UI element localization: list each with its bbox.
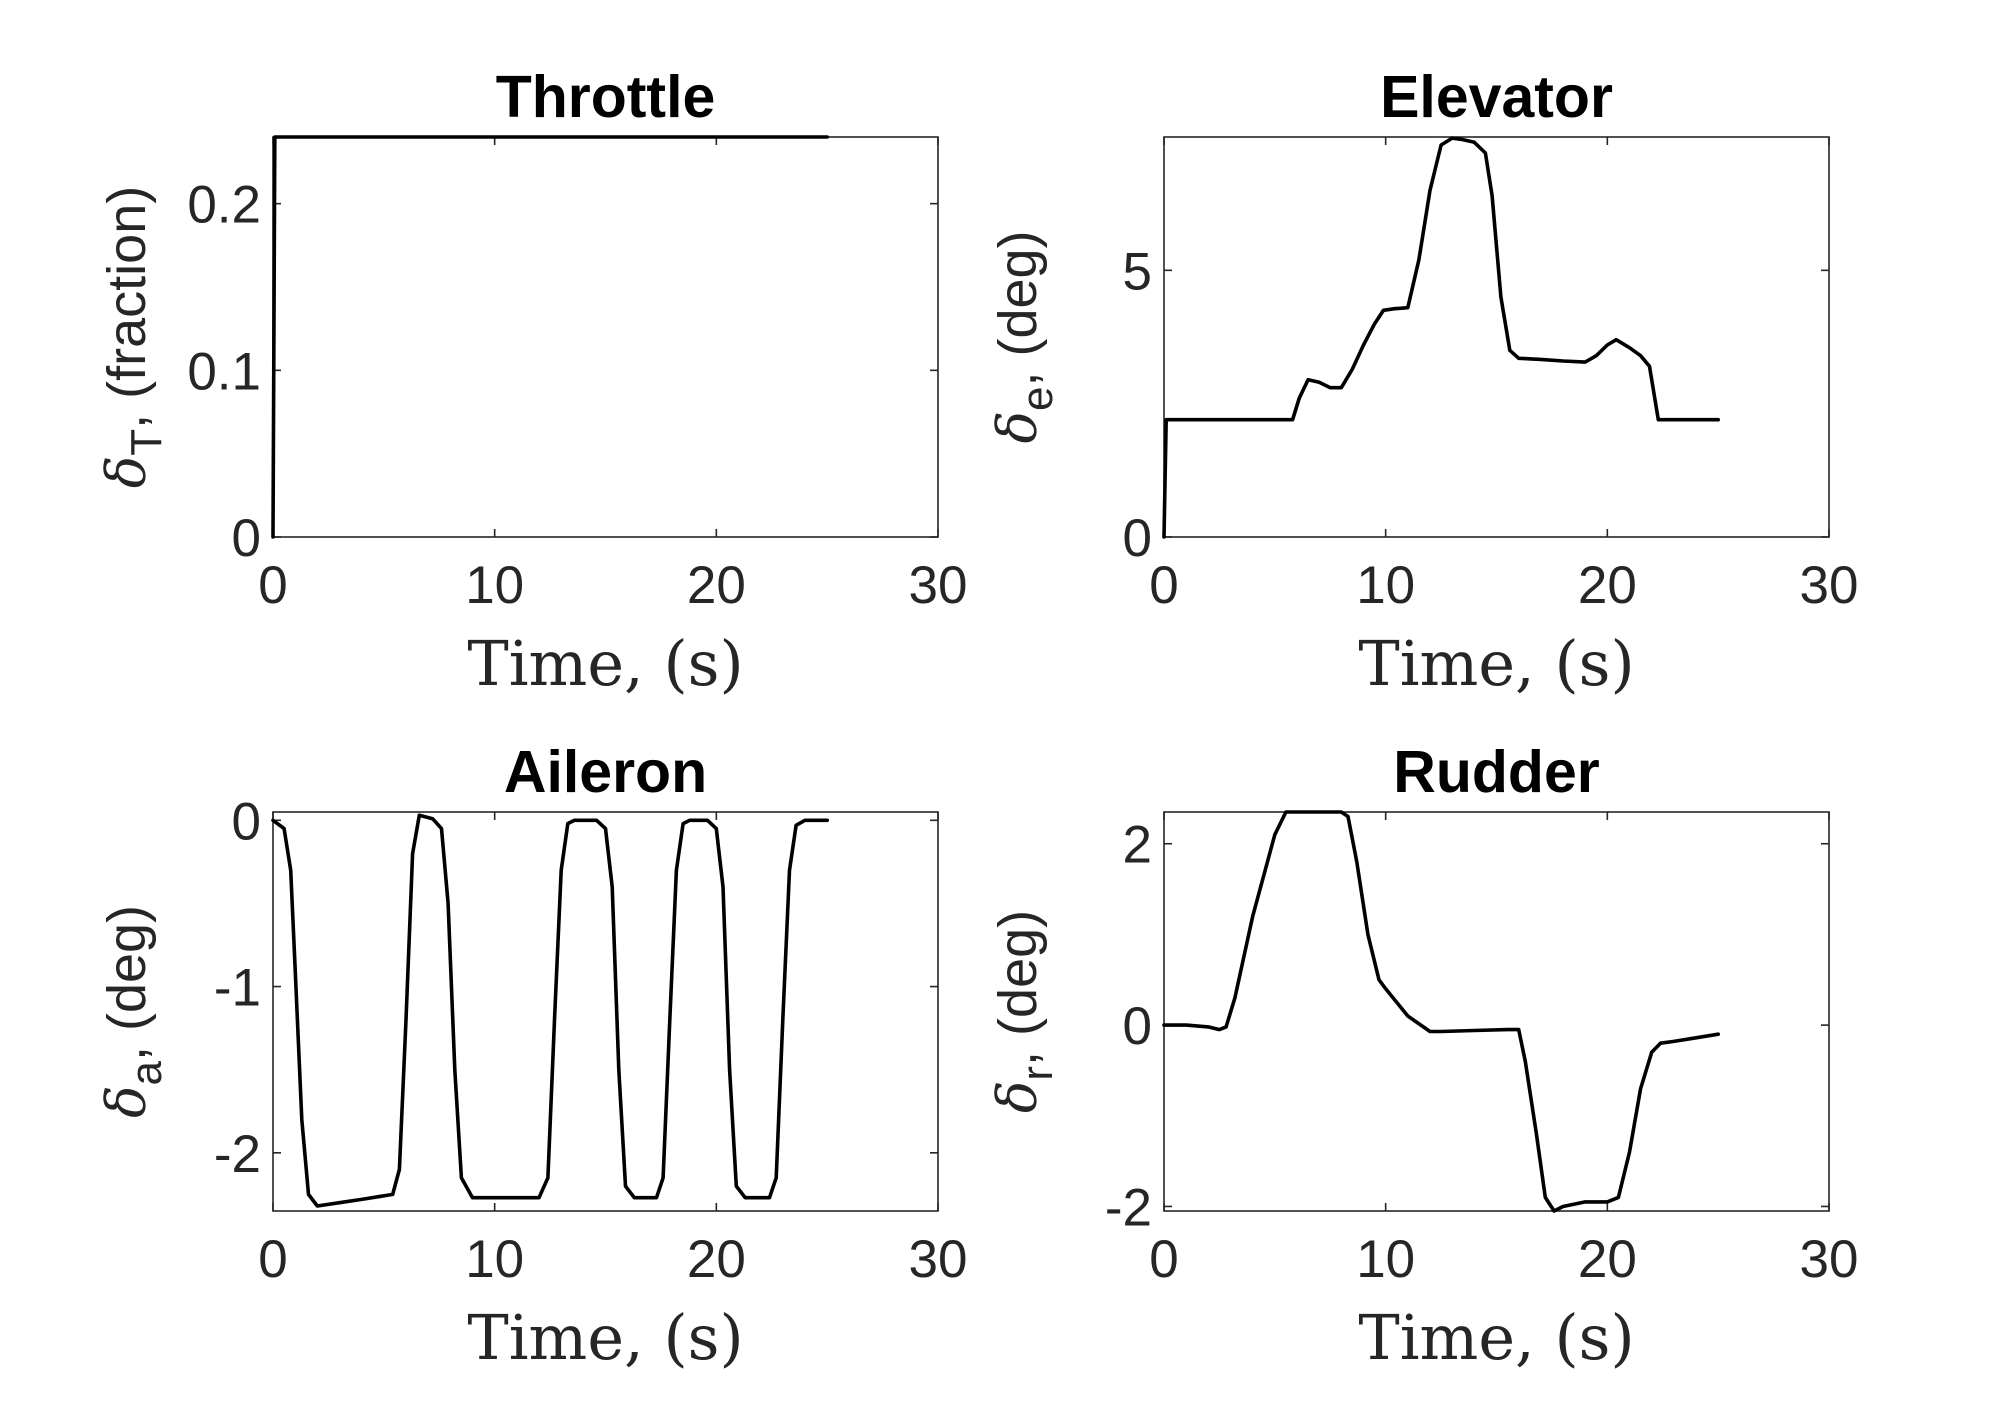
y-tick-label: 0.2	[187, 176, 261, 235]
x-axis-label: Time, (s)	[467, 1301, 743, 1374]
y-axis-label: δe, (deg)	[986, 230, 1062, 443]
y-axis-label-rest: , (fraction)	[97, 186, 157, 429]
x-tick-label: 20	[687, 1230, 746, 1289]
axes-frame	[1163, 811, 1830, 1212]
y-tick-label: 0	[1123, 509, 1152, 568]
panel-elevator: 0 10 20 30 0 5 Elevator Time, (s) δe, (deg)	[986, 64, 1858, 700]
y-axis-label-symbol: δ	[95, 456, 158, 489]
x-tick-label: 0	[258, 1230, 287, 1289]
axes-frame	[1163, 136, 1830, 538]
y-axis-label-symbol: δ	[986, 411, 1049, 444]
panel-aileron: 0 10 20 30 -2 -1 0 Aileron Time, (s) δa, (deg)	[95, 739, 967, 1374]
y-tick-label: -2	[1105, 1178, 1152, 1237]
x-tick-label: 30	[909, 556, 968, 615]
x-axis-label: Time, (s)	[467, 627, 743, 700]
x-tick-label: 10	[1356, 1230, 1415, 1289]
series-line	[271, 813, 829, 1208]
x-axis-label: Time, (s)	[1358, 1301, 1634, 1374]
y-axis-label-symbol: δ	[986, 1081, 1049, 1114]
x-tick-label: 20	[1578, 1230, 1637, 1289]
y-axis-label-rest: , (deg)	[988, 910, 1048, 1066]
x-tick-label: 20	[1578, 556, 1637, 615]
y-tick-label: -2	[214, 1125, 261, 1184]
y-axis-label-rest: , (deg)	[988, 230, 1048, 386]
x-tick-label: 30	[909, 1230, 968, 1289]
x-tick-label: 10	[465, 1230, 524, 1289]
y-tick-label: 5	[1123, 242, 1152, 301]
chart-title: Rudder	[1393, 739, 1600, 805]
series-line	[1162, 136, 1720, 539]
y-axis-label-rest: , (deg)	[97, 905, 157, 1061]
axes-frame	[272, 811, 939, 1212]
series-line	[271, 135, 829, 539]
x-tick-label: 30	[1800, 556, 1859, 615]
chart-title: Throttle	[496, 64, 716, 130]
y-tick-label: -1	[214, 959, 261, 1018]
x-tick-label: 0	[1149, 556, 1178, 615]
y-axis-label-subscript: a	[122, 1061, 171, 1086]
chart-title: Elevator	[1380, 64, 1613, 130]
panel-throttle: 0 10 20 30 0 0.1 0.2 Throttle Time, (s) δT, (frac…	[95, 64, 967, 700]
y-axis-label-symbol: δ	[95, 1086, 158, 1119]
y-axis-label: δr, (deg)	[986, 910, 1062, 1113]
x-tick-label: 0	[258, 556, 287, 615]
chart-title: Aileron	[504, 739, 707, 805]
x-tick-label: 30	[1800, 1230, 1859, 1289]
x-tick-label: 10	[465, 556, 524, 615]
series-line	[1162, 810, 1720, 1213]
y-tick-label: 0	[1123, 997, 1152, 1056]
y-axis-label-subscript: r	[1013, 1066, 1062, 1081]
y-axis-label-subscript: e	[1013, 387, 1062, 411]
y-tick-label: 2	[1123, 816, 1152, 875]
x-tick-label: 10	[1356, 556, 1415, 615]
y-tick-label: 0	[232, 792, 261, 851]
y-axis-label-subscript: T	[122, 429, 171, 456]
y-axis-label: δT, (fraction)	[95, 186, 171, 488]
axes-frame	[272, 136, 939, 538]
y-tick-label: 0.1	[187, 342, 261, 401]
x-tick-label: 0	[1149, 1230, 1178, 1289]
x-tick-label: 20	[687, 556, 746, 615]
x-axis-label: Time, (s)	[1358, 627, 1634, 700]
y-axis-label: δa, (deg)	[95, 905, 171, 1118]
y-tick-label: 0	[232, 509, 261, 568]
